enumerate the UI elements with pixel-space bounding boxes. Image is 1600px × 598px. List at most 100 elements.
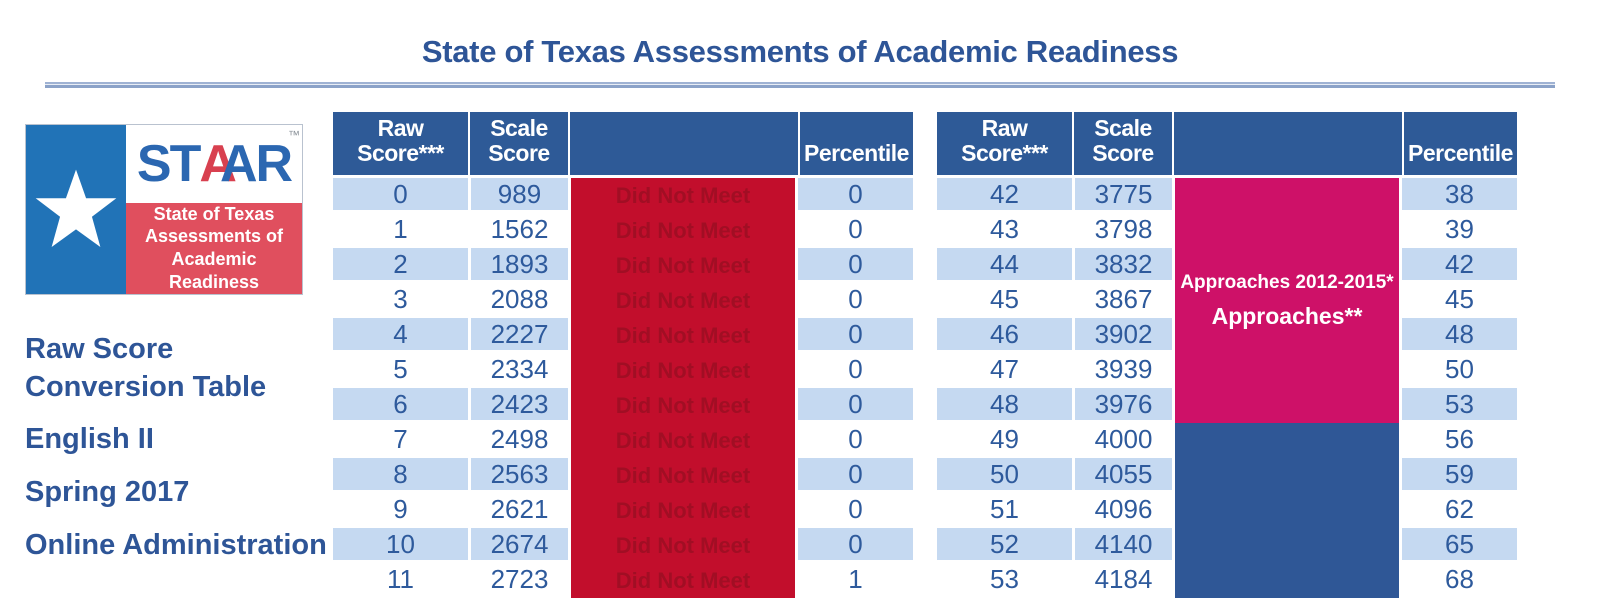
raw-score-cell: 8: [333, 458, 468, 493]
raw-score-cell: 53: [937, 563, 1072, 598]
scale-score-cell: 3976: [1072, 388, 1172, 423]
percentile-cell: 0: [798, 248, 913, 283]
scale-score-cell: 3832: [1072, 248, 1172, 283]
table-row: 46 3902 48: [937, 318, 1517, 353]
table-row: 51 4096 62: [937, 493, 1517, 528]
percentile-cell: 65: [1402, 528, 1517, 563]
table-row: 43 3798 39: [937, 213, 1517, 248]
percentile-cell: 0: [798, 528, 913, 563]
wordmark-a-red: A: [199, 134, 237, 193]
wordmark-r: R: [255, 134, 294, 193]
percentile-cell: 0: [798, 493, 913, 528]
performance-band-cell-did-not-meet: Did Not Meet: [568, 388, 798, 423]
heading-term: Spring 2017: [25, 476, 190, 509]
did-not-meet-label: Did Not Meet: [615, 568, 751, 593]
did-not-meet-label: Did Not Meet: [615, 358, 751, 383]
scale-score-cell: 4055: [1072, 458, 1172, 493]
scale-score-cell: 2674: [468, 528, 568, 563]
did-not-meet-label: Did Not Meet: [615, 463, 751, 488]
performance-band-cell-did-not-meet: Did Not Meet: [568, 353, 798, 388]
percentile-cell: 0: [798, 388, 913, 423]
percentile-cell: 39: [1402, 213, 1517, 248]
raw-score-cell: 1: [333, 213, 468, 248]
did-not-meet-label: Did Not Meet: [615, 288, 751, 313]
table-row: 49 4000 56: [937, 423, 1517, 598]
percentile-cell: 0: [798, 283, 913, 318]
raw-score-cell: 48: [937, 388, 1072, 423]
scale-score-cell: 3939: [1072, 353, 1172, 388]
staar-wordmark: ST A A R ™: [126, 125, 302, 203]
percentile-cell: 0: [798, 318, 913, 353]
table-row: 4 2227 Did Not Meet 0: [333, 318, 913, 353]
tagline-line: Academic Readiness: [168, 249, 260, 293]
scale-score-cell: 2621: [468, 493, 568, 528]
scale-score-cell: 989: [468, 178, 568, 213]
logo-tagline: State of Texas Assessments of Academic R…: [126, 202, 302, 294]
tagline-line: State of Texas: [153, 203, 275, 224]
percentile-cell: 0: [798, 178, 913, 213]
table-row: 47 3939 50: [937, 353, 1517, 388]
raw-score-cell: 46: [937, 318, 1072, 353]
scale-score-cell: 2088: [468, 283, 568, 318]
raw-score-cell: 51: [937, 493, 1072, 528]
did-not-meet-label: Did Not Meet: [615, 253, 751, 278]
did-not-meet-label: Did Not Meet: [615, 323, 751, 348]
percentile-cell: 62: [1402, 493, 1517, 528]
table-row: 44 3832 42: [937, 248, 1517, 283]
raw-score-cell: 50: [937, 458, 1072, 493]
table-row: 5 2334 Did Not Meet 0: [333, 353, 913, 388]
raw-score-cell: 0: [333, 178, 468, 213]
table-row: 50 4055 59: [937, 458, 1517, 493]
tagline-line: Assessments of: [144, 226, 284, 247]
performance-band-cell-did-not-meet: Did Not Meet: [568, 213, 798, 248]
table-row: 45 3867 45: [937, 283, 1517, 318]
percentile-cell: 59: [1402, 458, 1517, 493]
percentile-cell: 42: [1402, 248, 1517, 283]
col-header-scale-score: Scale Score: [468, 112, 568, 178]
col-header-raw-score: Raw Score***: [333, 112, 468, 178]
raw-score-cell: 42: [937, 178, 1072, 213]
percentile-cell: 53: [1402, 388, 1517, 423]
scale-score-cell: 2334: [468, 353, 568, 388]
table-row: 11 2723 Did Not Meet 1: [333, 563, 913, 598]
scale-score-cell: 3902: [1072, 318, 1172, 353]
table-row: 53 4184 68: [937, 563, 1517, 598]
header-row: Raw Score*** Scale Score Percentile: [333, 112, 913, 178]
raw-score-cell: 52: [937, 528, 1072, 563]
wordmark-a-blue: A: [219, 134, 258, 193]
logo-right-panel: ST A A R ™ State of Texas Assessments of Ac…: [126, 125, 302, 294]
percentile-cell: 45: [1402, 283, 1517, 318]
performance-band-cell-did-not-meet: Did Not Meet: [568, 493, 798, 528]
table-row: 48 3976 53: [937, 388, 1517, 423]
percentile-cell: 0: [798, 458, 913, 493]
did-not-meet-label: Did Not Meet: [615, 218, 751, 243]
raw-score-cell: 10: [333, 528, 468, 563]
table-row: 9 2621 Did Not Meet 0: [333, 493, 913, 528]
conversion-table-low-scores: Raw Score*** Scale Score Percentile 0 989 Did…: [333, 112, 913, 598]
texas-flag-panel: [26, 125, 126, 294]
performance-band-cell-did-not-meet: Did Not Meet: [568, 178, 798, 213]
percentile-cell: 68: [1402, 563, 1517, 598]
performance-band-label: Approaches**: [1211, 303, 1363, 330]
percentile-cell: 0: [798, 353, 913, 388]
table-row: 10 2674 Did Not Meet 0: [333, 528, 913, 563]
trademark-symbol: ™: [288, 128, 300, 142]
did-not-meet-label: Did Not Meet: [615, 183, 751, 208]
raw-score-cell: 5: [333, 353, 468, 388]
percentile-cell: 56: [1402, 423, 1517, 458]
staar-logo: ST A A R ™ State of Texas Assessments of Ac…: [25, 124, 303, 295]
table-row: 7 2498 Did Not Meet 0: [333, 423, 913, 458]
raw-score-cell: 11: [333, 563, 468, 598]
did-not-meet-label: Did Not Meet: [615, 393, 751, 418]
content-area: ST A A R ™ State of Texas Assessments of Ac…: [0, 112, 1600, 598]
performance-band-cell-did-not-meet: Did Not Meet: [568, 283, 798, 318]
heading-conversion-table: Raw Score Conversion Table: [25, 333, 267, 403]
performance-band-cell-did-not-meet: Did Not Meet: [568, 528, 798, 563]
scale-score-cell: 2723: [468, 563, 568, 598]
scale-score-cell: 4184: [1072, 563, 1172, 598]
table-row: 6 2423 Did Not Meet 0: [333, 388, 913, 423]
table-row: 3 2088 Did Not Meet 0: [333, 283, 913, 318]
scale-score-cell: 4000: [1072, 423, 1172, 458]
performance-band-label: Approaches 2012-2015*: [1180, 272, 1394, 294]
